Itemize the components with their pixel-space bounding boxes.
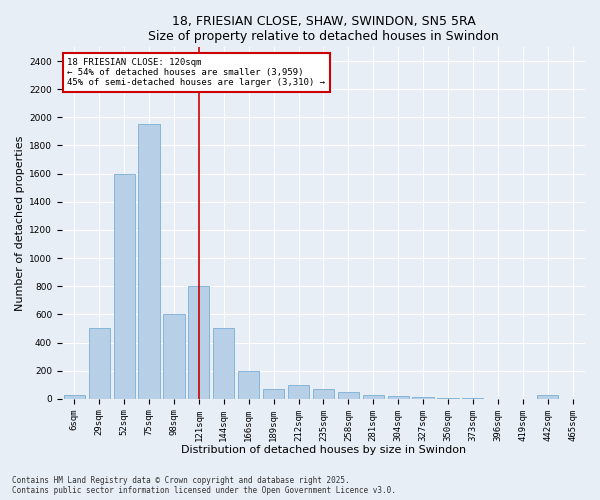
Bar (537, 394, 558, 399)
Bar (437, 398, 458, 399)
Bar (139, 124, 160, 399)
Bar (388, 396, 409, 399)
Title: 18, FRIESIAN CLOSE, SHAW, SWINDON, SN5 5RA
Size of property relative to detached: 18, FRIESIAN CLOSE, SHAW, SWINDON, SN5 5… (148, 15, 499, 43)
Y-axis label: Number of detached properties: Number of detached properties (15, 135, 25, 310)
Bar (263, 389, 284, 399)
Text: 18 FRIESIAN CLOSE: 120sqm
← 54% of detached houses are smaller (3,959)
45% of se: 18 FRIESIAN CLOSE: 120sqm ← 54% of detac… (67, 58, 325, 88)
Bar (64, 394, 85, 399)
Bar (213, 328, 235, 399)
Bar (338, 392, 359, 399)
X-axis label: Distribution of detached houses by size in Swindon: Distribution of detached houses by size … (181, 445, 466, 455)
Bar (362, 394, 384, 399)
Bar (238, 370, 259, 399)
Bar (313, 389, 334, 399)
Text: Contains HM Land Registry data © Crown copyright and database right 2025.
Contai: Contains HM Land Registry data © Crown c… (12, 476, 396, 495)
Bar (463, 398, 484, 399)
Bar (412, 398, 434, 399)
Bar (89, 328, 110, 399)
Bar (163, 314, 185, 399)
Bar (113, 174, 135, 399)
Bar (188, 286, 209, 399)
Bar (288, 385, 309, 399)
